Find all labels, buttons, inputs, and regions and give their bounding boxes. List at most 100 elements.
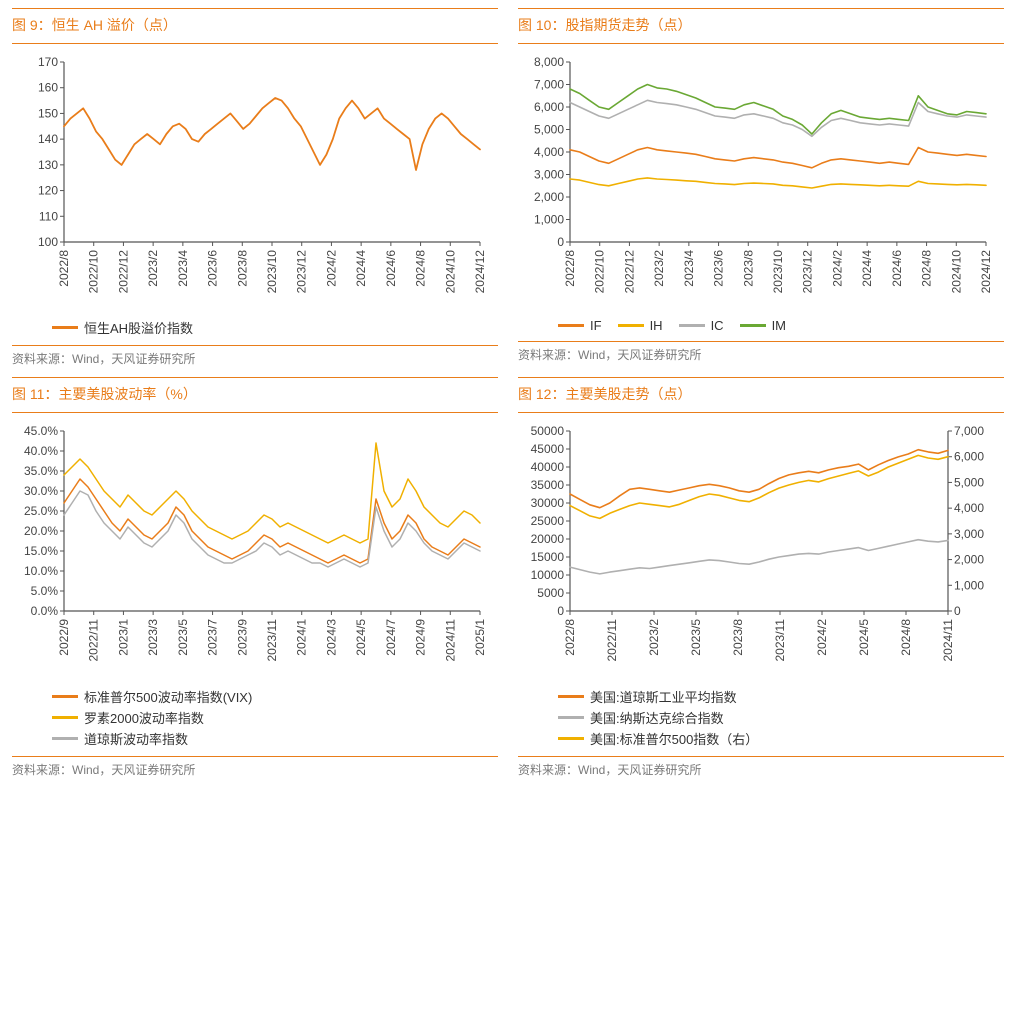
svg-text:20.0%: 20.0%: [24, 524, 58, 538]
svg-text:2022/11: 2022/11: [605, 619, 619, 662]
svg-text:2023/5: 2023/5: [176, 619, 190, 656]
chart-container: 01,0002,0003,0004,0005,0006,0007,0008,00…: [518, 52, 1004, 333]
chart-title-text: 主要美股波动率（%）: [58, 386, 196, 402]
svg-text:2024/11: 2024/11: [941, 619, 955, 662]
chart-legend: IFIHICIM: [518, 312, 1004, 333]
svg-text:2024/9: 2024/9: [414, 619, 428, 656]
legend-item: IH: [618, 318, 663, 333]
svg-text:7,000: 7,000: [534, 78, 564, 92]
svg-text:110: 110: [39, 209, 58, 223]
svg-text:2024/4: 2024/4: [354, 250, 368, 287]
svg-text:2024/5: 2024/5: [857, 619, 871, 656]
svg-text:2023/4: 2023/4: [682, 250, 696, 287]
svg-text:30000: 30000: [531, 496, 565, 510]
svg-text:2023/6: 2023/6: [206, 250, 220, 287]
chart-title-text: 恒生 AH 溢价（点）: [52, 17, 177, 33]
svg-text:50000: 50000: [531, 424, 565, 438]
divider: [12, 412, 498, 413]
svg-text:100: 100: [38, 235, 58, 249]
legend-swatch: [52, 716, 78, 719]
svg-text:2022/12: 2022/12: [116, 250, 130, 294]
svg-text:2024/8: 2024/8: [920, 250, 934, 287]
svg-text:2023/12: 2023/12: [801, 250, 815, 294]
svg-text:45000: 45000: [531, 442, 565, 456]
legend-item: 美国:标准普尔500指数（右）: [558, 729, 1004, 748]
svg-text:2022/8: 2022/8: [563, 250, 577, 287]
legend-item: 标准普尔500波动率指数(VIX): [52, 687, 498, 706]
svg-text:10.0%: 10.0%: [24, 564, 58, 578]
legend-label: 美国:纳斯达克综合指数: [590, 708, 724, 727]
source-text: 资料来源：Wind，天风证券研究所: [518, 756, 1004, 778]
svg-text:2022/9: 2022/9: [57, 619, 71, 656]
svg-text:5000: 5000: [537, 586, 564, 600]
svg-text:10000: 10000: [531, 568, 565, 582]
svg-text:130: 130: [38, 158, 58, 172]
chart-title: 图 12：主要美股走势（点）: [518, 377, 1004, 408]
legend-swatch: [52, 695, 78, 698]
svg-text:2023/9: 2023/9: [235, 619, 249, 656]
chart-title-prefix: 图 9：: [12, 17, 52, 33]
source-text: 资料来源：Wind，天风证券研究所: [518, 341, 1004, 363]
svg-text:2024/12: 2024/12: [473, 250, 487, 294]
svg-text:2023/8: 2023/8: [235, 250, 249, 287]
svg-text:4,000: 4,000: [954, 501, 984, 515]
svg-text:2023/11: 2023/11: [773, 619, 787, 662]
line-chart: 01,0002,0003,0004,0005,0006,0007,0008,00…: [518, 52, 998, 312]
line-chart: 1001101201301401501601702022/82022/10202…: [12, 52, 492, 312]
chart-title: 图 10：股指期货走势（点）: [518, 8, 1004, 39]
svg-text:2023/8: 2023/8: [741, 250, 755, 287]
svg-text:45.0%: 45.0%: [24, 424, 58, 438]
svg-text:2023/2: 2023/2: [647, 619, 661, 656]
svg-text:8,000: 8,000: [534, 55, 564, 69]
svg-text:2023/2: 2023/2: [652, 250, 666, 287]
legend-item: 罗素2000波动率指数: [52, 708, 498, 727]
legend-swatch: [558, 716, 584, 719]
panel-9: 图 9：恒生 AH 溢价（点） 100110120130140150160170…: [12, 8, 498, 367]
svg-text:5.0%: 5.0%: [31, 584, 59, 598]
svg-text:2023/4: 2023/4: [176, 250, 190, 287]
svg-text:2023/11: 2023/11: [265, 619, 279, 662]
svg-text:1,000: 1,000: [534, 213, 564, 227]
chart-container: 0.0%5.0%10.0%15.0%20.0%25.0%30.0%35.0%40…: [12, 421, 498, 748]
svg-text:35000: 35000: [531, 478, 565, 492]
svg-text:2024/10: 2024/10: [443, 250, 457, 294]
svg-text:2024/6: 2024/6: [890, 250, 904, 287]
svg-text:7,000: 7,000: [954, 424, 984, 438]
chart-legend: 标准普尔500波动率指数(VIX)罗素2000波动率指数道琼斯波动率指数: [12, 681, 498, 748]
svg-text:150: 150: [38, 106, 58, 120]
svg-text:0: 0: [557, 235, 564, 249]
svg-text:2024/8: 2024/8: [414, 250, 428, 287]
svg-text:15.0%: 15.0%: [24, 544, 58, 558]
legend-label: 美国:标准普尔500指数（右）: [590, 729, 758, 748]
svg-text:2024/3: 2024/3: [324, 619, 338, 656]
legend-label: 美国:道琼斯工业平均指数: [590, 687, 737, 706]
legend-label: 罗素2000波动率指数: [84, 708, 204, 727]
svg-text:2024/8: 2024/8: [899, 619, 913, 656]
svg-text:2023/7: 2023/7: [206, 619, 220, 656]
svg-text:1,000: 1,000: [954, 578, 984, 592]
svg-text:2024/2: 2024/2: [815, 619, 829, 656]
svg-text:2022/10: 2022/10: [593, 250, 607, 294]
svg-text:2024/10: 2024/10: [949, 250, 963, 294]
svg-text:2024/12: 2024/12: [979, 250, 993, 294]
svg-text:5,000: 5,000: [954, 475, 984, 489]
svg-text:2024/1: 2024/1: [295, 619, 309, 656]
svg-text:2024/5: 2024/5: [354, 619, 368, 656]
legend-label: 恒生AH股溢价指数: [84, 318, 193, 337]
panel-10: 图 10：股指期货走势（点） 01,0002,0003,0004,0005,00…: [518, 8, 1004, 367]
svg-text:6,000: 6,000: [954, 450, 984, 464]
chart-container: 0500010000150002000025000300003500040000…: [518, 421, 1004, 748]
divider: [518, 43, 1004, 44]
svg-text:5,000: 5,000: [534, 123, 564, 137]
svg-text:120: 120: [38, 184, 58, 198]
chart-legend: 美国:道琼斯工业平均指数美国:纳斯达克综合指数美国:标准普尔500指数（右）: [518, 681, 1004, 748]
panel-12: 图 12：主要美股走势（点） 0500010000150002000025000…: [518, 377, 1004, 778]
legend-item: IF: [558, 318, 602, 333]
source-text: 资料来源：Wind，天风证券研究所: [12, 345, 498, 367]
svg-text:2022/10: 2022/10: [87, 250, 101, 294]
legend-swatch: [558, 737, 584, 740]
svg-text:170: 170: [38, 55, 58, 69]
chart-title-prefix: 图 11：: [12, 386, 58, 402]
svg-text:4,000: 4,000: [534, 145, 564, 159]
legend-label: IM: [772, 318, 786, 333]
